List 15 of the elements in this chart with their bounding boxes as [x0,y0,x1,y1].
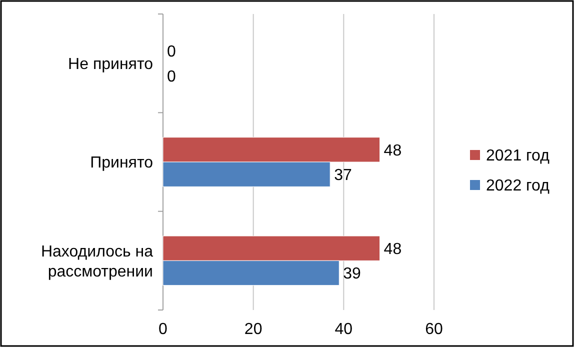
x-tick-label: 60 [425,321,443,338]
data-label: 0 [167,68,176,86]
data-label: 48 [384,142,402,160]
y-tick-label: Находилось на рассмотрении [40,243,154,280]
legend-label: 2022 год [486,178,550,195]
data-label: 37 [334,166,352,184]
data-label: 0 [167,44,176,61]
x-tick-label: 0 [158,321,168,338]
x-tick-label: 40 [334,321,353,338]
y-tick-label: Принято [90,154,154,172]
legend-label: 2021 год [486,148,550,165]
data-label: 48 [384,240,402,258]
data-label: 39 [343,266,362,283]
y-tick-label: Не принято [68,56,154,73]
x-tick-label: 20 [244,321,262,338]
